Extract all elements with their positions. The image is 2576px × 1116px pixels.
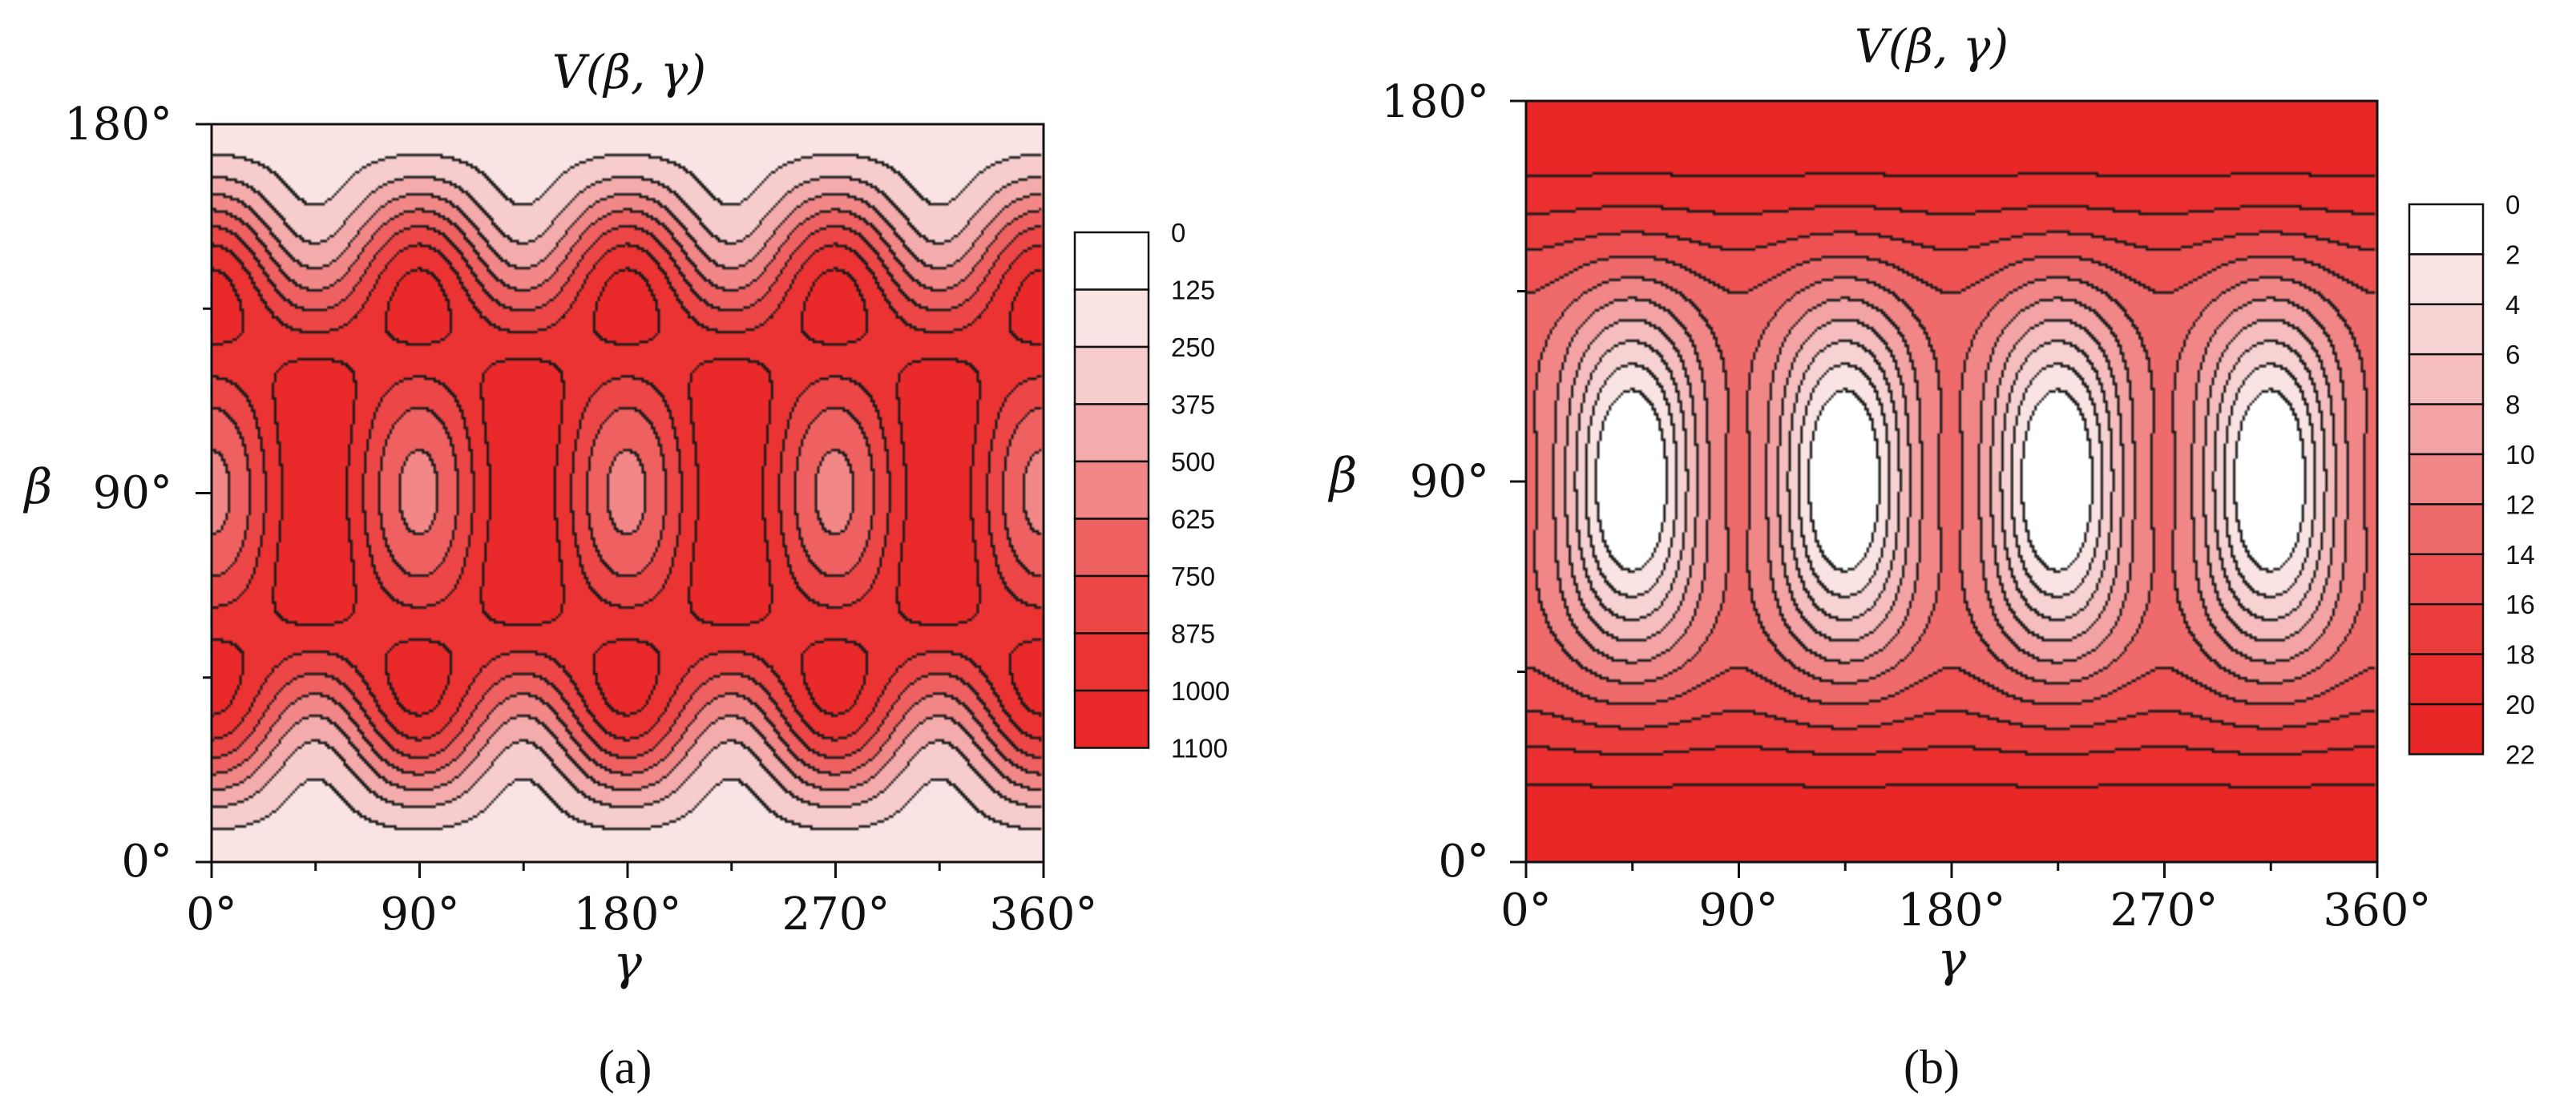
- panel-a-y-axis-label: β: [23, 459, 53, 515]
- panel-b-x-tick-label-0: 0°: [1500, 884, 1552, 937]
- panel-a-caption: (a): [599, 1041, 652, 1094]
- panel-b-y-axis-label: β: [1328, 448, 1358, 504]
- colorbar-swatch-0: [1073, 231, 1150, 291]
- colorbar-swatch-1: [1073, 288, 1150, 348]
- panel-b-x-tick-label-270: 270°: [2110, 884, 2219, 937]
- colorbar-swatch-4: [1073, 460, 1150, 520]
- panel-b-x-axis-label: γ: [1937, 932, 1966, 988]
- panel-a-title: V(β, γ): [552, 45, 706, 99]
- colorbar-tick-label: 6: [2505, 340, 2520, 369]
- panel-b-y-tick-label-90: 90°: [1410, 456, 1489, 508]
- colorbar-tick-label: 250: [1171, 332, 1215, 362]
- colorbar-tick-label: 0: [2505, 190, 2520, 220]
- colorbar-tick-label: 22: [2505, 739, 2535, 769]
- panel-a: V(β, γ) 0° 90° 180° 270° 360° 0° 90° 180…: [23, 45, 1230, 1094]
- colorbar-tick-label: 20: [2505, 690, 2535, 719]
- colorbar-swatch-0: [2408, 203, 2485, 256]
- colorbar-tick-label: 2: [2505, 240, 2520, 269]
- colorbar-tick-label: 875: [1171, 619, 1215, 649]
- panel-a-x-tick-label-270: 270°: [782, 888, 890, 941]
- colorbar-tick-label: 375: [1171, 390, 1215, 420]
- colorbar-swatch-7: [1073, 632, 1150, 692]
- colorbar-tick-label: 750: [1171, 562, 1215, 591]
- panel-a-plot-area: [210, 123, 1045, 864]
- panel-b-y-tick-label-0: 0°: [1438, 836, 1489, 888]
- colorbar-swatch-6: [1073, 574, 1150, 635]
- panel-a-x-tick-label-360: 360°: [990, 888, 1098, 941]
- panel-b-x-ticks: [1524, 862, 2379, 878]
- panel-a-y-tick-label-0: 0°: [121, 836, 172, 888]
- colorbar-swatch-2: [1073, 345, 1150, 405]
- panel-b-x-tick-label-360: 360°: [2324, 884, 2432, 937]
- colorbar-tick-label: 1000: [1171, 676, 1229, 706]
- colorbar-tick-label: 1100: [1171, 734, 1228, 763]
- panel-a-y-tick-label-90: 90°: [93, 467, 172, 519]
- panel-b-plot-area: [1524, 99, 2379, 864]
- panel-b-caption: (b): [1904, 1041, 1960, 1094]
- colorbar-swatch-3: [2408, 353, 2485, 405]
- panel-b-y-ticks: [1510, 99, 1526, 864]
- panel-b-y-tick-label-180: 180°: [1381, 76, 1489, 128]
- colorbar-swatch-1: [2408, 253, 2485, 306]
- colorbar-swatch-10: [2408, 703, 2485, 755]
- panel-b-title: V(β, γ): [1855, 19, 2009, 74]
- colorbar-swatch-8: [1073, 689, 1150, 749]
- panel-a-x-tick-label-0: 0°: [186, 888, 237, 941]
- colorbar-tick-label: 4: [2505, 290, 2520, 320]
- panel-a-x-tick-label-180: 180°: [574, 888, 682, 941]
- colorbar-tick-label: 0: [1171, 218, 1185, 248]
- colorbar-tick-label: 16: [2505, 590, 2535, 619]
- panel-b-x-tick-label-90: 90°: [1698, 884, 1778, 937]
- colorbar-swatch-3: [1073, 403, 1150, 463]
- colorbar-swatch-6: [2408, 503, 2485, 556]
- panel-a-y-tick-label-180: 180°: [64, 99, 172, 151]
- panel-b: V(β, γ) 0° 90° 180° 270° 360° 0° 90° 180…: [1328, 19, 2535, 1094]
- colorbar-tick-label: 14: [2505, 540, 2535, 570]
- panel-a-x-tick-label-90: 90°: [380, 888, 459, 941]
- panel-b-colorbar: 0 2 4 6 8 10 12 14 16 18 20 22: [2408, 190, 2535, 769]
- colorbar-tick-label: 500: [1171, 447, 1215, 477]
- panel-a-contour-image: [212, 124, 1044, 862]
- panel-a-y-ticks: [196, 123, 212, 864]
- colorbar-tick-label: 12: [2505, 490, 2535, 519]
- colorbar-swatch-2: [2408, 303, 2485, 356]
- colorbar-swatch-7: [2408, 553, 2485, 606]
- colorbar-tick-label: 10: [2505, 440, 2535, 469]
- colorbar-tick-label: 8: [2505, 390, 2520, 420]
- panel-a-colorbar: 0 125 250 375 500 625 750 875 1000 1100: [1073, 218, 1229, 763]
- panel-b-contour-image: [1526, 101, 2377, 862]
- colorbar-swatch-9: [2408, 653, 2485, 706]
- colorbar-swatch-8: [2408, 602, 2485, 655]
- panel-a-x-axis-label: γ: [613, 935, 642, 991]
- colorbar-tick-label: 625: [1171, 505, 1215, 534]
- panel-a-x-ticks: [210, 862, 1045, 878]
- colorbar-swatch-4: [2408, 403, 2485, 456]
- colorbar-swatch-5: [1073, 518, 1150, 578]
- panel-b-x-tick-label-180: 180°: [1898, 884, 2006, 937]
- colorbar-tick-label: 125: [1171, 276, 1215, 305]
- colorbar-swatch-5: [2408, 453, 2485, 506]
- colorbar-tick-label: 18: [2505, 640, 2535, 670]
